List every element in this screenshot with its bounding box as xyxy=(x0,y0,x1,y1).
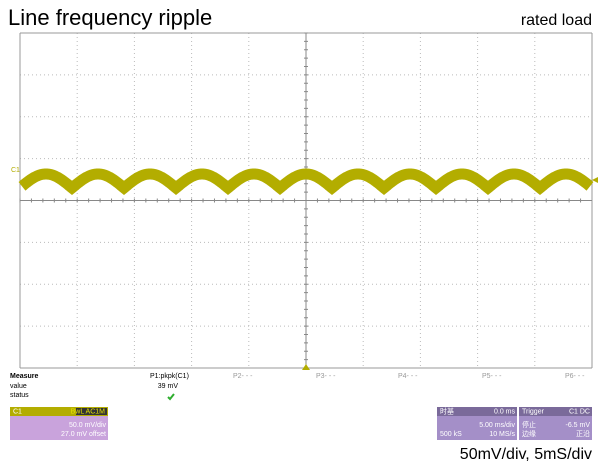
trigger-source: C1 DC xyxy=(569,408,590,415)
channel-marker: C1 xyxy=(11,167,20,174)
time-marker xyxy=(302,364,310,370)
trigger-box xyxy=(519,416,592,440)
param-name: P4- - - xyxy=(398,373,418,380)
title: Line frequency ripple xyxy=(8,5,212,30)
param-name: P3- - - xyxy=(316,373,336,380)
param-value: 39 mV xyxy=(158,383,179,390)
status-check xyxy=(167,393,175,401)
param-name: P1:pkpk(C1) xyxy=(150,373,189,380)
trigger-mode: 停止 xyxy=(522,420,536,429)
waveform xyxy=(18,168,594,196)
param-name: P5- - - xyxy=(482,373,502,380)
graticule xyxy=(19,32,593,369)
timebase-delay: 0.0 ms xyxy=(494,408,516,415)
channel-flags: BwL AC1M xyxy=(71,408,106,415)
row-label: value xyxy=(10,383,27,390)
channel-name: C1 xyxy=(13,408,22,415)
trigger-level: -6.5 mV xyxy=(565,422,590,429)
channel-header xyxy=(10,407,108,416)
trigger-slope: 正沿 xyxy=(576,429,590,438)
note: rated load xyxy=(521,12,592,29)
timebase-rate: 10 MS/s xyxy=(489,431,515,438)
timebase-scale: 5.00 ms/div xyxy=(479,422,515,429)
channel-scale: 50.0 mV/div xyxy=(69,422,106,429)
param-name: P6- - - xyxy=(565,373,585,380)
trigger-marker xyxy=(592,177,598,183)
row-label: status xyxy=(10,392,29,399)
measure-label: Measure xyxy=(10,373,39,380)
caption: 50mV/div, 5mS/div xyxy=(460,446,592,463)
timebase-samples: 500 kS xyxy=(440,431,462,438)
channel-box xyxy=(10,416,108,440)
trigger-label: Trigger xyxy=(522,408,545,415)
timebase-box xyxy=(437,416,517,440)
timebase-label: 时基 xyxy=(440,406,454,415)
channel-offset: 27.0 mV offset xyxy=(61,431,106,438)
timebase-header xyxy=(437,407,517,416)
trigger-header xyxy=(519,407,592,416)
trigger-type: 边缘 xyxy=(522,429,536,438)
channel-flags-bg xyxy=(76,408,107,415)
param-name: P2- - - xyxy=(233,373,253,380)
